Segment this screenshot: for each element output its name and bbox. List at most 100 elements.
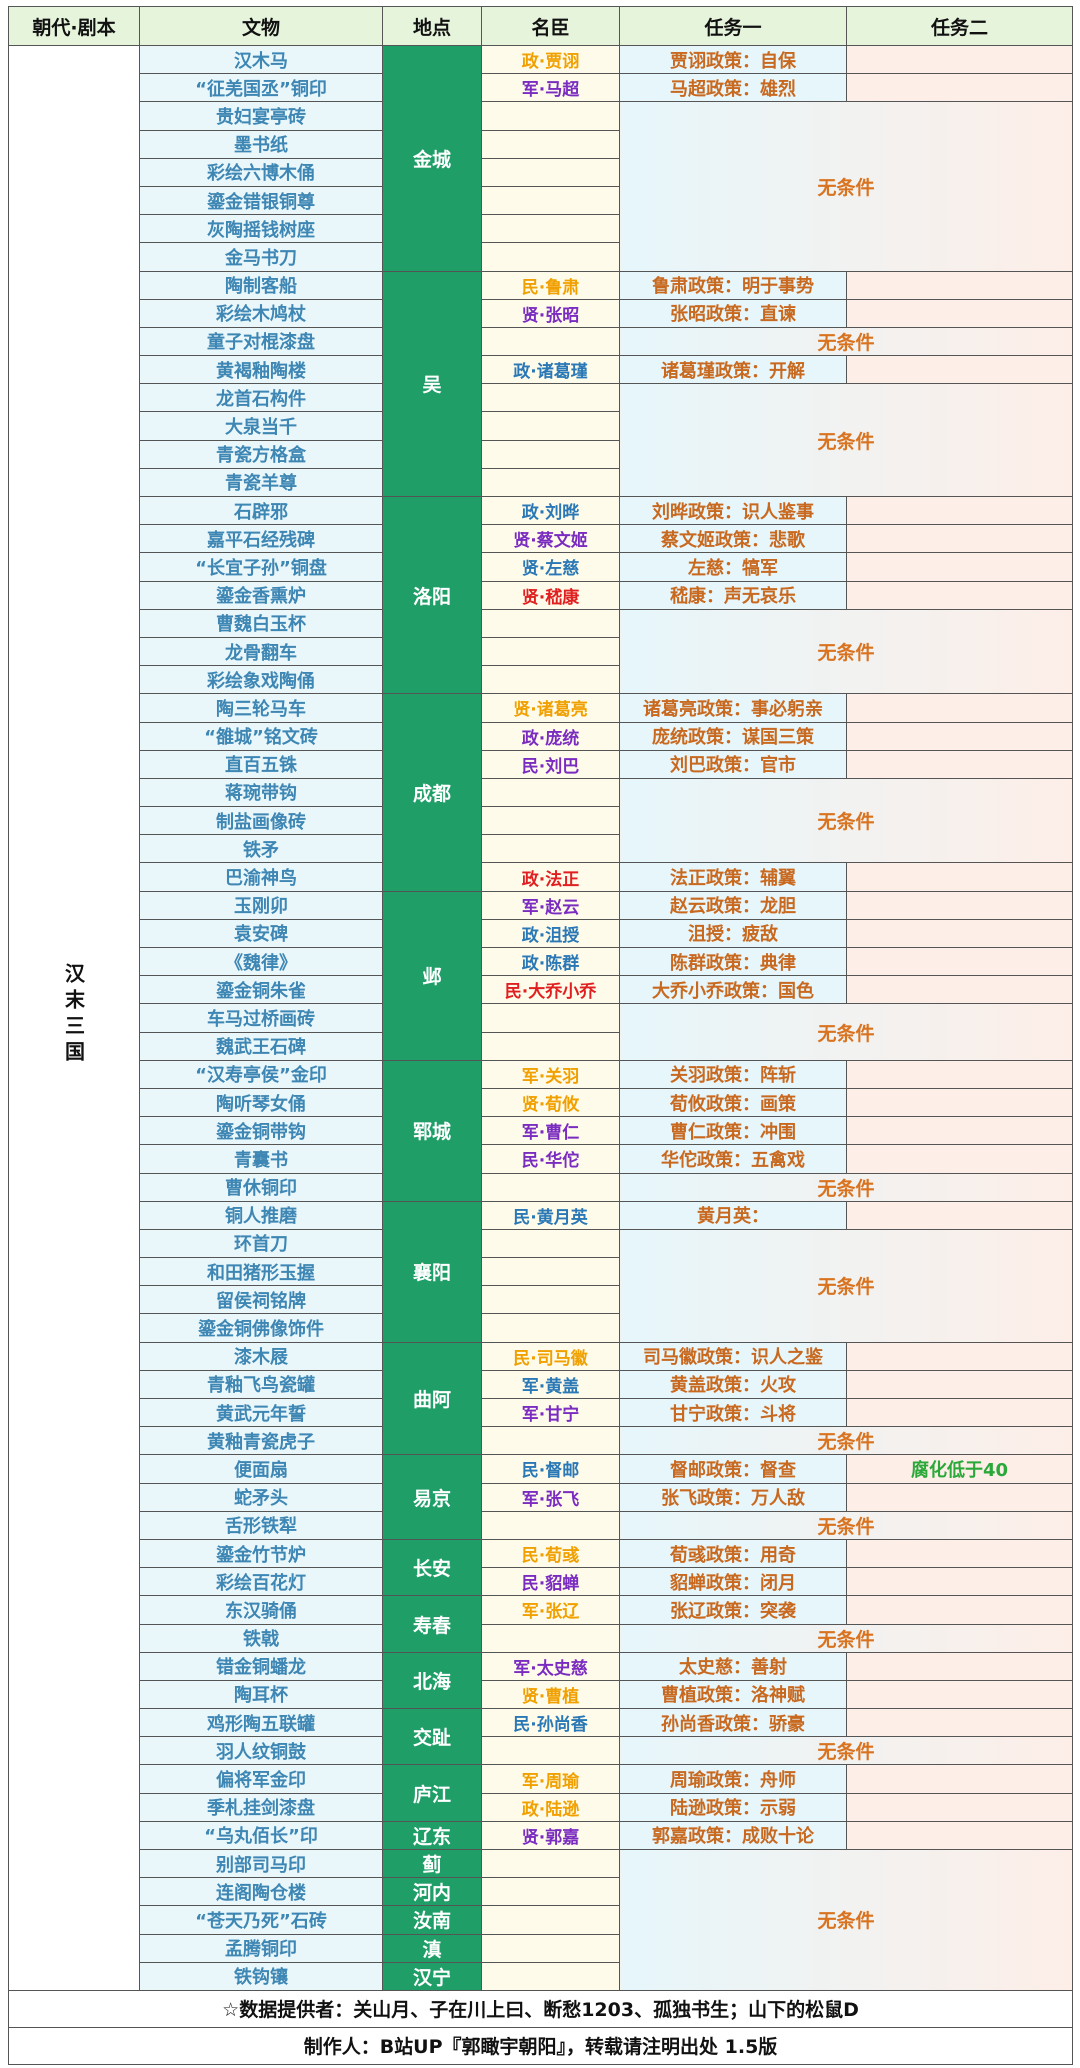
header-cell: 地点 — [382, 6, 482, 46]
task1-cell: 诸葛亮政策：事必躬亲 — [619, 693, 847, 723]
minister-cell: 政·诸葛瑾 — [481, 355, 620, 385]
relic-cell: 龙骨翻车 — [139, 636, 383, 667]
no-condition-cell: 无条件 — [619, 608, 1073, 695]
task1-cell: 左慈：犒军 — [619, 552, 847, 582]
minister-cell — [481, 1933, 620, 1963]
location-cell: 襄阳 — [382, 1200, 482, 1343]
header-cell: 朝代·剧本 — [8, 6, 140, 46]
minister-cell: 军·关羽 — [481, 1059, 620, 1089]
relic-cell: 贵妇宴亭砖 — [139, 101, 383, 131]
minister-cell — [481, 411, 620, 441]
task2-cell — [846, 721, 1073, 751]
task1-cell: 曹植政策：洛神赋 — [619, 1679, 847, 1710]
relic-cell: 彩绘百花灯 — [139, 1567, 383, 1597]
task2-cell — [846, 918, 1073, 949]
location-cell: 洛阳 — [382, 495, 482, 695]
minister-cell: 民·大乔小乔 — [481, 975, 620, 1005]
location-cell: 汝南 — [382, 1905, 482, 1935]
relic-cell: 羽人纹铜鼓 — [139, 1736, 383, 1766]
minister-cell — [481, 101, 620, 131]
relic-cell: “长宜子孙”铜盘 — [139, 552, 383, 582]
minister-cell: 政·贾诩 — [481, 44, 620, 75]
minister-cell: 军·周瑜 — [481, 1764, 620, 1794]
minister-cell: 民·貂蝉 — [481, 1567, 620, 1597]
minister-cell — [481, 439, 620, 469]
minister-cell — [481, 1003, 620, 1033]
minister-cell: 政·陈群 — [481, 946, 620, 977]
minister-cell: 军·赵云 — [481, 890, 620, 920]
task1-cell: 刘晔政策：识人鉴事 — [619, 495, 847, 526]
minister-cell: 民·孙尚香 — [481, 1708, 620, 1738]
relic-cell: 彩绘六博木俑 — [139, 157, 383, 187]
minister-cell: 政·沮授 — [481, 918, 620, 949]
table-row: 车马过桥画砖 无条件 — [9, 1003, 1073, 1061]
relic-cell: 彩绘象戏陶俑 — [139, 665, 383, 695]
location-cell: 成都 — [382, 693, 482, 892]
table-row: 漆木屐 曲阿 民·司马徽 司马徽政策：识人之鉴 — [9, 1341, 1073, 1456]
relic-cell: 季札挂剑漆盘 — [139, 1792, 383, 1822]
table-row: 孟腾铜印滇 — [9, 1933, 1073, 1963]
relic-cell: 连阁陶仓楼 — [139, 1877, 383, 1907]
relic-cell: 偏将军金印 — [139, 1764, 383, 1794]
table-row: 青瓷羊尊 — [9, 467, 1073, 498]
minister-cell: 贤·嵇康 — [481, 580, 620, 610]
minister-cell: 贤·郭嘉 — [481, 1820, 620, 1851]
table-row: 陶听琴女俑 贤·荀攸 荀攸政策：画策 — [9, 1087, 1073, 1118]
relic-cell: 铁戟 — [139, 1623, 383, 1653]
minister-cell: 军·黄盖 — [481, 1369, 620, 1400]
no-condition-cell: 无条件 — [619, 1003, 1073, 1061]
location-cell: 北海 — [382, 1651, 482, 1710]
location-cell: 河内 — [382, 1877, 482, 1907]
task2-cell — [846, 1651, 1073, 1681]
relic-cell: 黄褐釉陶楼 — [139, 355, 383, 385]
relic-cell: 魏武王石碑 — [139, 1031, 383, 1061]
task2-cell — [846, 495, 1073, 526]
minister-cell — [481, 1623, 620, 1653]
task1-cell: 赵云政策：龙胆 — [619, 890, 847, 920]
table-row: 羽人纹铜鼓 无条件 — [9, 1736, 1073, 1766]
table-row: 偏将军金印 庐江 军·周瑜 周瑜政策：舟师 — [9, 1764, 1073, 1822]
table-row: 舌形铁犁 无条件 — [9, 1510, 1073, 1540]
relic-cell: 曹休铜印 — [139, 1172, 383, 1202]
task2-cell: 腐化低于40 — [846, 1454, 1073, 1484]
no-condition-cell: 无条件 — [619, 1228, 1073, 1343]
relic-cell: 鎏金铜带钩 — [139, 1116, 383, 1146]
relic-cell: 孟腾铜印 — [139, 1933, 383, 1963]
location-cell: 长安 — [382, 1538, 482, 1597]
relic-cell: 环首刀 — [139, 1228, 383, 1259]
relic-cell: 铁钩镶 — [139, 1961, 383, 1991]
table-row: “苍天乃死”石砖 汝南 — [9, 1905, 1073, 1935]
no-condition-cell: 无条件 — [619, 383, 1073, 497]
table-row: 错金铜蟠龙 北海 军·太史慈 太史慈：善射 — [9, 1651, 1073, 1710]
task1-cell: 蔡文姬政策：悲歌 — [619, 524, 847, 554]
task1-cell: 华佗政策：五禽戏 — [619, 1144, 847, 1174]
footer-row: ☆数据提供者：关山月、子在川上曰、断愁1203、孤独书生；山下的松鼠D — [8, 1989, 1073, 2028]
table-row: 龙骨翻车 — [9, 636, 1073, 667]
table-row: “征羌国丞”铜印 军·马超 马超政策：雄烈 — [9, 73, 1073, 103]
minister-cell — [481, 383, 620, 413]
table-wrap: 朝代·剧本 文物 地点 名臣 任务一 任务二 汉末三国 汉木马 金城 政·贾诩 贾诩政策… — [8, 6, 1073, 2065]
task1-cell: 郭嘉政策：成败十论 — [619, 1820, 847, 1851]
table-row: 鸡形陶五联罐 交趾 民·孙尚香 孙尚香政策：骄豪 — [9, 1708, 1073, 1766]
era-cell: 汉末三国 — [8, 45, 140, 1991]
minister-cell: 贤·张昭 — [481, 298, 620, 328]
relic-cell: 巴渝神鸟 — [139, 862, 383, 892]
relic-cell: 漆木屐 — [139, 1341, 383, 1371]
location-cell: 吴 — [382, 270, 482, 497]
table-row: 龙首石构件 无条件 — [9, 383, 1073, 497]
task2-cell — [846, 946, 1073, 977]
minister-cell — [481, 608, 620, 638]
relic-cell: 墨书纸 — [139, 129, 383, 159]
task1-cell: 貂蝉政策：闭月 — [619, 1567, 847, 1597]
relic-cell: “汉寿亭侯”金印 — [139, 1059, 383, 1089]
task1-cell: 张辽政策：突袭 — [619, 1595, 847, 1625]
table-row: 金马书刀 — [9, 242, 1073, 272]
task2-cell — [846, 1567, 1073, 1597]
table-row: 陶制客船吴民·鲁肃 鲁肃政策：明于事势 — [9, 270, 1073, 497]
relic-cell: 陶耳杯 — [139, 1679, 383, 1710]
table-row: 曹魏白玉杯 无条件 — [9, 608, 1073, 695]
minister-cell — [481, 1285, 620, 1315]
table-row: 灰陶摇钱树座 — [9, 214, 1073, 244]
table-row: 彩绘百花灯 民·貂蝉 貂蝉政策：闭月 — [9, 1567, 1073, 1597]
